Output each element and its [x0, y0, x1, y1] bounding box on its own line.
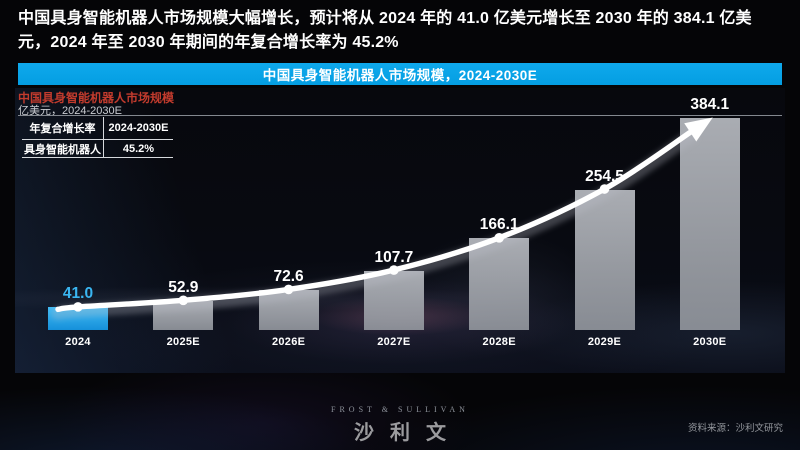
bar-2024: [48, 307, 108, 330]
chart-unit-label: 亿美元，2024-2030E: [18, 105, 122, 117]
x-axis-label: 2024: [65, 336, 91, 348]
x-axis-label: 2025E: [166, 336, 200, 348]
bar-2028E: [469, 238, 530, 330]
bar-value-label: 166.1: [479, 216, 519, 234]
chart-banner-title: 中国具身智能机器人市场规模，2024-2030E: [262, 68, 538, 83]
shalifen-logo-text: 沙利文: [354, 422, 462, 444]
frost-sullivan-logo: FROST & SULLIVAN 沙利文: [0, 405, 800, 445]
chart-title: 中国具身智能机器人市场规模: [18, 91, 175, 105]
bar-value-label: 72.6: [273, 267, 304, 285]
bar-2027E: [363, 270, 424, 330]
x-axis-label: 2028E: [482, 336, 516, 348]
bar-value-label: 384.1: [690, 96, 730, 113]
bar-2025E: [153, 300, 214, 330]
bar-value-label: 52.9: [168, 278, 199, 296]
x-axis-label: 2026E: [271, 336, 306, 348]
headline-line2: 元，2024 年至 2030 年期间的年复合增长率为 45.2%: [18, 34, 399, 51]
top-gridline: [18, 115, 782, 116]
bar-value-label: 41.0: [62, 285, 94, 303]
x-axis-label: 2030E: [693, 336, 727, 348]
x-axis-label: 2027E: [377, 336, 411, 348]
x-axis-label: 2029E: [587, 336, 622, 348]
bar-2026E: [258, 289, 319, 330]
source-note: 资料来源：沙利文研究: [687, 423, 783, 434]
bar-2029E: [574, 189, 635, 330]
chart-banner: 中国具身智能机器人市场规模，2024-2030E: [18, 63, 782, 85]
frost-sullivan-wordmark: FROST & SULLIVAN: [331, 405, 469, 414]
bar-2030E: [679, 118, 740, 330]
headline-line1: 中国具身智能机器人市场规模大幅增长，预计将从 2024 年的 41.0 亿美元增…: [18, 10, 752, 27]
bar-value-label: 107.7: [374, 248, 414, 266]
headline: 中国具身智能机器人市场规模大幅增长，预计将从 2024 年的 41.0 亿美元增…: [18, 7, 788, 55]
bar-value-label: 254.5: [585, 167, 624, 185]
